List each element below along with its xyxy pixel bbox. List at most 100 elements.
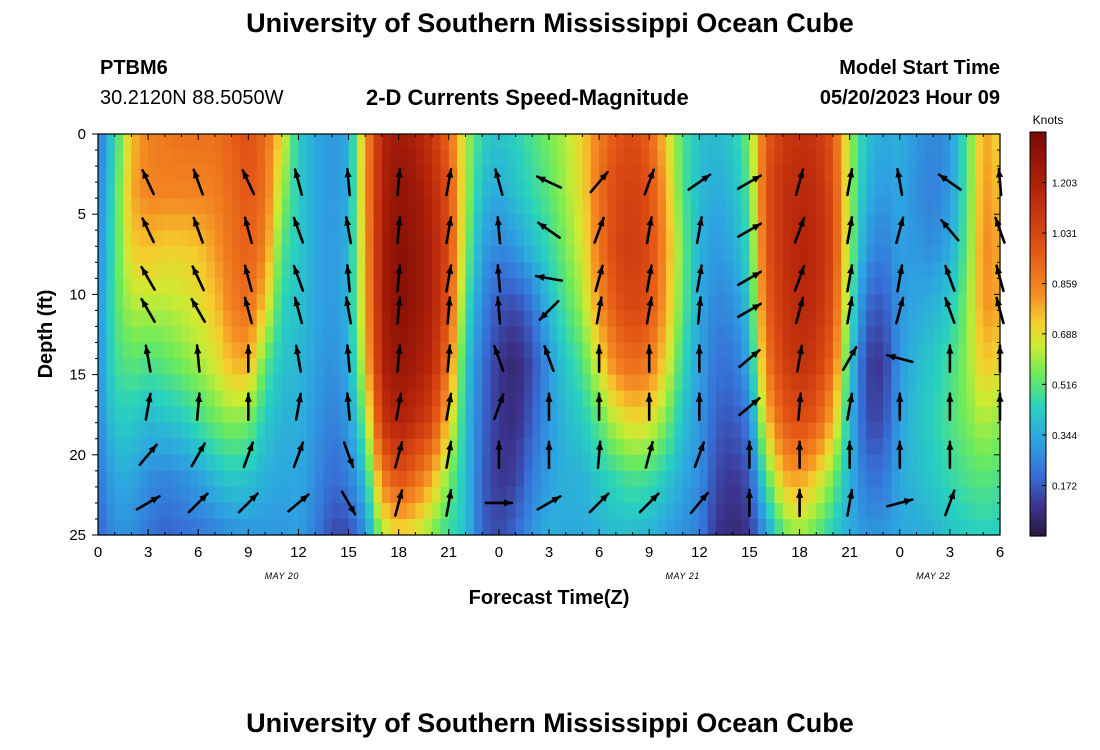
heatmap-cell	[415, 406, 425, 424]
x-tick-label: 21	[440, 544, 457, 561]
heatmap-cell	[356, 470, 366, 488]
heatmap-cell	[290, 278, 300, 295]
heatmap-cell	[340, 518, 350, 536]
heatmap-cell	[398, 294, 408, 312]
heatmap-cell	[615, 134, 625, 151]
heatmap-cell	[523, 182, 533, 199]
heatmap-cell	[874, 326, 884, 344]
heatmap-cell	[323, 358, 333, 376]
heatmap-cell	[306, 374, 316, 392]
heatmap-cell	[824, 502, 834, 520]
heatmap-cell	[164, 278, 174, 295]
heatmap-cell	[214, 134, 224, 151]
heatmap-cell	[498, 294, 508, 312]
heatmap-cell	[290, 198, 300, 215]
heatmap-cell	[164, 214, 174, 231]
heatmap-cell	[390, 422, 400, 440]
heatmap-cell	[206, 166, 216, 183]
current-vector	[796, 392, 804, 421]
heatmap-cell	[106, 134, 116, 151]
heatmap-cell	[315, 310, 325, 328]
heatmap-cell	[924, 390, 934, 408]
heatmap-cell	[774, 166, 784, 183]
current-vector	[143, 344, 152, 373]
heatmap-cell	[507, 262, 517, 279]
heatmap-cell	[866, 278, 876, 295]
heatmap-cell	[239, 502, 249, 520]
heatmap-cell	[256, 342, 266, 360]
current-vector	[187, 492, 209, 514]
heatmap-cell	[189, 230, 199, 247]
heatmap-cell	[908, 182, 918, 199]
heatmap-cell	[323, 454, 333, 472]
heatmap-cell	[239, 326, 249, 344]
heatmap-cell	[423, 502, 433, 520]
heatmap-cell	[590, 326, 600, 344]
heatmap-cell	[574, 406, 584, 424]
heatmap-cell	[690, 342, 700, 360]
heatmap-cell	[131, 390, 141, 408]
heatmap-cell	[114, 230, 124, 247]
heatmap-cell	[365, 518, 375, 536]
heatmap-cell	[423, 166, 433, 183]
heatmap-cell	[891, 406, 901, 424]
heatmap-cell	[774, 326, 784, 344]
heatmap-cell	[248, 390, 258, 408]
heatmap-cell	[682, 214, 692, 231]
heatmap-cell	[373, 422, 383, 440]
heatmap-cell	[949, 294, 959, 312]
heatmap-cell	[574, 262, 584, 279]
heatmap-cell	[407, 502, 416, 520]
colorbar-segment	[1030, 155, 1046, 160]
heatmap-cell	[323, 438, 333, 456]
heatmap-cell	[265, 502, 274, 520]
heatmap-cell	[164, 150, 174, 167]
heatmap-cell	[858, 374, 867, 392]
heatmap-cell	[173, 214, 183, 231]
heatmap-cell	[649, 262, 659, 279]
heatmap-cell	[164, 294, 174, 312]
heatmap-cell	[832, 230, 842, 247]
heatmap-cell	[189, 422, 199, 440]
heatmap-cell	[381, 438, 391, 456]
heatmap-cell	[682, 262, 692, 279]
heatmap-cell	[173, 326, 183, 344]
heatmap-cell	[198, 326, 208, 344]
heatmap-cell	[824, 278, 834, 295]
heatmap-cell	[239, 230, 249, 247]
heatmap-cell	[607, 310, 617, 328]
heatmap-cell	[198, 134, 208, 151]
heatmap-cell	[665, 182, 675, 199]
colorbar-segment	[1030, 226, 1046, 231]
heatmap-cell	[716, 326, 725, 344]
heatmap-cell	[498, 406, 508, 424]
heatmap-cell	[807, 454, 817, 472]
heatmap-cell	[356, 358, 366, 376]
heatmap-cell	[415, 134, 425, 151]
heatmap-cell	[315, 214, 325, 231]
heatmap-cell	[373, 134, 383, 151]
heatmap-cell	[582, 518, 592, 536]
heatmap-cell	[574, 310, 584, 328]
colorbar-tick-label: 0.172	[1052, 481, 1077, 492]
heatmap-cell	[741, 390, 751, 408]
heatmap-cell	[866, 262, 876, 279]
heatmap-cell	[114, 246, 124, 263]
current-vector	[794, 168, 805, 196]
colorbar-segment	[1030, 357, 1046, 362]
heatmap-cell	[707, 310, 717, 328]
heatmap-cell	[198, 502, 208, 520]
heatmap-cell	[523, 166, 533, 183]
heatmap-cell	[966, 406, 976, 424]
heatmap-cell	[365, 198, 375, 215]
heatmap-cell	[974, 134, 984, 151]
heatmap-cell	[682, 310, 692, 328]
heatmap-cell	[799, 518, 809, 536]
x-tick-label: 0	[94, 544, 102, 561]
heatmap-cell	[791, 198, 801, 215]
heatmap-cell	[156, 470, 166, 488]
heatmap-cell	[106, 406, 116, 424]
heatmap-cell	[448, 438, 458, 456]
heatmap-cell	[891, 502, 901, 520]
heatmap-cell	[156, 150, 166, 167]
